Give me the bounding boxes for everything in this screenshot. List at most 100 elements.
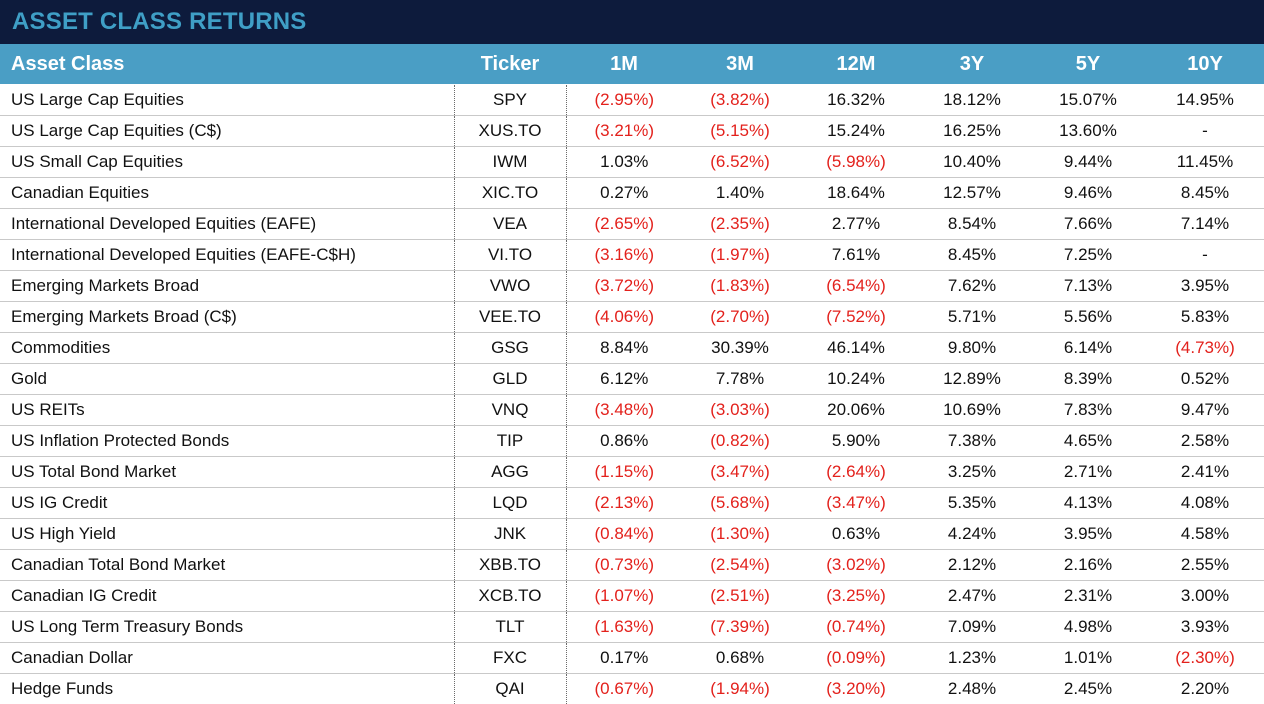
return-1m-cell: (3.21%) [566,116,682,147]
return-10y-cell: 4.08% [1146,488,1264,519]
ticker-cell: AGG [454,457,566,488]
return-5y-cell: 7.13% [1030,271,1146,302]
return-5y-cell: 13.60% [1030,116,1146,147]
asset-class-cell: International Developed Equities (EAFE) [0,209,454,240]
return-3m-cell: (1.94%) [682,674,798,704]
return-1m-cell: (2.13%) [566,488,682,519]
header-asset-class: Asset Class [0,44,454,85]
return-3m-cell: (1.30%) [682,519,798,550]
return-3y-cell: 7.62% [914,271,1030,302]
return-1m-cell: (1.15%) [566,457,682,488]
return-12m-cell: (0.09%) [798,643,914,674]
ticker-cell: TLT [454,612,566,643]
return-3m-cell: (2.54%) [682,550,798,581]
return-10y-cell: 8.45% [1146,178,1264,209]
return-3m-cell: 0.68% [682,643,798,674]
return-1m-cell: (0.84%) [566,519,682,550]
return-10y-cell: 9.47% [1146,395,1264,426]
return-12m-cell: (5.98%) [798,147,914,178]
return-1m-cell: (2.95%) [566,85,682,116]
return-1m-cell: 0.86% [566,426,682,457]
header-3m: 3M [682,44,798,85]
header-3y: 3Y [914,44,1030,85]
return-3y-cell: 10.40% [914,147,1030,178]
ticker-cell: TIP [454,426,566,457]
return-3y-cell: 8.54% [914,209,1030,240]
return-3m-cell: (2.51%) [682,581,798,612]
return-3m-cell: (7.39%) [682,612,798,643]
header-5y: 5Y [1030,44,1146,85]
return-1m-cell: (3.16%) [566,240,682,271]
return-1m-cell: 8.84% [566,333,682,364]
asset-class-cell: US Inflation Protected Bonds [0,426,454,457]
asset-class-cell: Emerging Markets Broad (C$) [0,302,454,333]
return-12m-cell: 16.32% [798,85,914,116]
return-3y-cell: 5.35% [914,488,1030,519]
header-10y: 10Y [1146,44,1264,85]
ticker-cell: SPY [454,85,566,116]
return-1m-cell: 6.12% [566,364,682,395]
return-5y-cell: 1.01% [1030,643,1146,674]
return-5y-cell: 4.98% [1030,612,1146,643]
return-5y-cell: 9.44% [1030,147,1146,178]
return-3m-cell: (3.47%) [682,457,798,488]
return-3m-cell: (6.52%) [682,147,798,178]
return-12m-cell: 0.63% [798,519,914,550]
header-row: Asset Class Ticker 1M 3M 12M 3Y 5Y 10Y [0,44,1264,85]
return-10y-cell: 0.52% [1146,364,1264,395]
return-12m-cell: (3.02%) [798,550,914,581]
return-5y-cell: 7.66% [1030,209,1146,240]
return-12m-cell: (6.54%) [798,271,914,302]
return-3y-cell: 7.09% [914,612,1030,643]
table-row: International Developed Equities (EAFE)V… [0,209,1264,240]
return-1m-cell: (1.63%) [566,612,682,643]
return-3y-cell: 5.71% [914,302,1030,333]
return-1m-cell: (3.48%) [566,395,682,426]
return-5y-cell: 7.25% [1030,240,1146,271]
ticker-cell: VI.TO [454,240,566,271]
return-1m-cell: (0.67%) [566,674,682,704]
return-10y-cell: - [1146,240,1264,271]
return-12m-cell: 20.06% [798,395,914,426]
table-title: ASSET CLASS RETURNS [0,0,1264,44]
return-10y-cell: (4.73%) [1146,333,1264,364]
return-3y-cell: 10.69% [914,395,1030,426]
asset-class-cell: US Small Cap Equities [0,147,454,178]
table-row: US Large Cap Equities (C$)XUS.TO(3.21%)(… [0,116,1264,147]
return-12m-cell: 7.61% [798,240,914,271]
ticker-cell: QAI [454,674,566,704]
return-3m-cell: (0.82%) [682,426,798,457]
return-10y-cell: 3.00% [1146,581,1264,612]
return-12m-cell: 15.24% [798,116,914,147]
return-5y-cell: 6.14% [1030,333,1146,364]
ticker-cell: XCB.TO [454,581,566,612]
return-10y-cell: 3.95% [1146,271,1264,302]
return-5y-cell: 15.07% [1030,85,1146,116]
asset-class-cell: US IG Credit [0,488,454,519]
asset-class-cell: Commodities [0,333,454,364]
asset-class-cell: US High Yield [0,519,454,550]
return-3m-cell: (2.70%) [682,302,798,333]
return-12m-cell: 18.64% [798,178,914,209]
return-12m-cell: (3.25%) [798,581,914,612]
return-12m-cell: (3.20%) [798,674,914,704]
return-1m-cell: 1.03% [566,147,682,178]
return-3y-cell: 4.24% [914,519,1030,550]
return-3y-cell: 18.12% [914,85,1030,116]
return-3m-cell: (2.35%) [682,209,798,240]
ticker-cell: VNQ [454,395,566,426]
return-10y-cell: 2.41% [1146,457,1264,488]
